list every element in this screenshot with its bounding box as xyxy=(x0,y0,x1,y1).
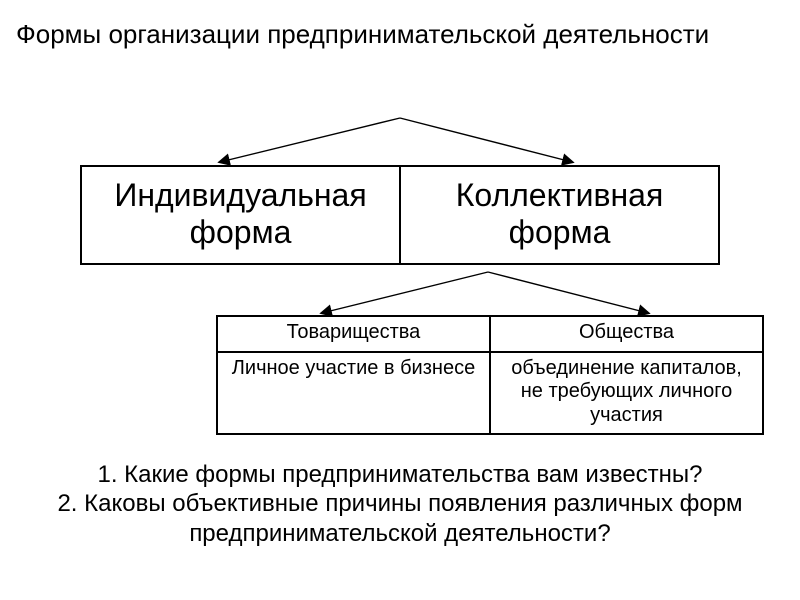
partnerships-desc: Личное участие в бизнесе xyxy=(218,353,489,434)
main-forms-row: Индивидуальная форма Коллективная форма xyxy=(80,165,720,265)
question-2: 2. Каковы объективные причины появления … xyxy=(14,489,786,548)
bottom-branch-arrows xyxy=(290,266,690,318)
questions-block: 1. Какие формы предпринимательства вам и… xyxy=(14,460,786,548)
table-header-row: Товарищества Общества xyxy=(218,317,762,351)
societies-desc: объединение капиталов, не требующих личн… xyxy=(489,353,762,434)
collective-subtypes-table: Товарищества Общества Личное участие в б… xyxy=(216,315,764,435)
table-body-row: Личное участие в бизнесе объединение кап… xyxy=(218,351,762,434)
top-branch-arrows xyxy=(180,110,620,170)
question-1: 1. Какие формы предпринимательства вам и… xyxy=(14,460,786,489)
partnerships-header: Товарищества xyxy=(218,317,489,351)
collective-form-box: Коллективная форма xyxy=(399,167,718,263)
individual-form-box: Индивидуальная форма xyxy=(82,167,399,263)
page-title: Формы организации предпринимательской де… xyxy=(16,18,784,51)
societies-header: Общества xyxy=(489,317,762,351)
